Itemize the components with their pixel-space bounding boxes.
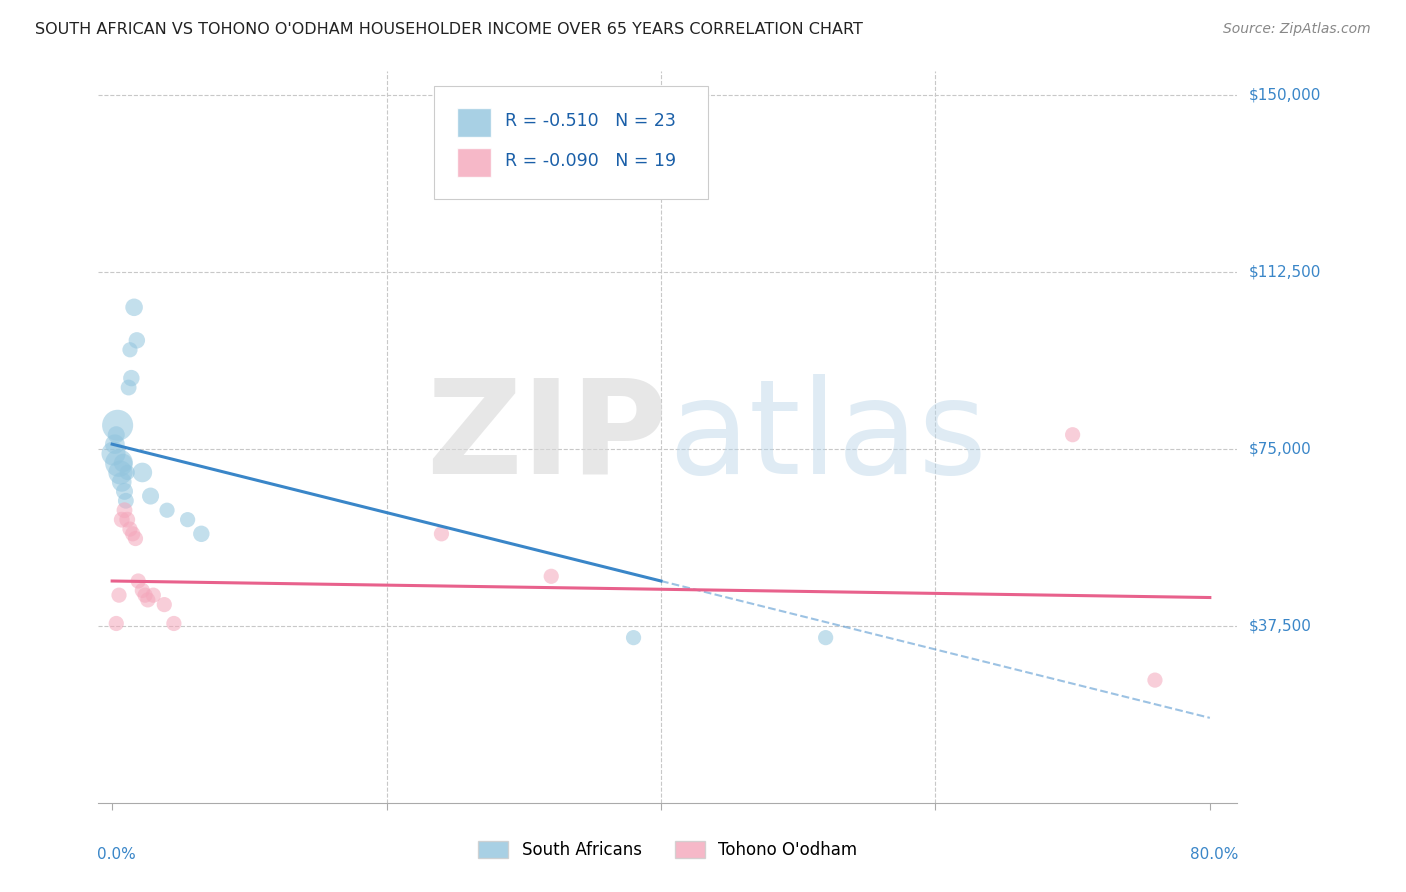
Legend: South Africans, Tohono O'odham: South Africans, Tohono O'odham [470,833,866,868]
Point [430,526,453,541]
Text: ZIP: ZIP [426,374,668,500]
Text: 80.0%: 80.0% [1189,847,1239,862]
Point [131,466,153,480]
Point [176,513,198,527]
Text: R = -0.090   N = 19: R = -0.090 N = 19 [505,153,676,170]
Text: atlas: atlas [668,374,987,500]
Text: 0.0%: 0.0% [97,847,136,862]
Point [623,631,645,645]
Point [114,503,136,517]
FancyBboxPatch shape [434,86,707,200]
Point [103,447,125,461]
Point [120,371,142,385]
Text: SOUTH AFRICAN VS TOHONO O'ODHAM HOUSEHOLDER INCOME OVER 65 YEARS CORRELATION CHA: SOUTH AFRICAN VS TOHONO O'ODHAM HOUSEHOL… [35,22,863,37]
Point [1062,427,1084,442]
Point [131,583,153,598]
Point [139,489,162,503]
Point [163,616,186,631]
Point [540,569,562,583]
Point [1143,673,1166,687]
Point [115,513,138,527]
Point [190,526,212,541]
Text: Source: ZipAtlas.com: Source: ZipAtlas.com [1223,22,1371,37]
Point [108,456,131,470]
Point [136,593,159,607]
Point [108,588,131,602]
Point [125,334,148,348]
Point [134,588,156,602]
Text: $112,500: $112,500 [1249,264,1320,279]
Point [118,343,141,357]
Point [121,526,143,541]
Point [122,301,145,315]
FancyBboxPatch shape [457,148,491,178]
Text: $150,000: $150,000 [1249,87,1320,103]
Point [124,532,146,546]
Point [111,475,134,489]
Point [112,456,135,470]
Text: R = -0.510   N = 23: R = -0.510 N = 23 [505,112,676,130]
Point [156,503,179,517]
Point [153,598,176,612]
Point [114,484,136,499]
FancyBboxPatch shape [457,108,491,137]
Point [115,466,138,480]
Point [115,493,138,508]
Point [118,522,141,536]
Point [814,631,837,645]
Point [111,513,134,527]
Point [104,437,127,451]
Point [117,380,139,394]
Point [127,574,149,588]
Point [107,418,129,433]
Text: $75,000: $75,000 [1249,442,1312,457]
Point [142,588,165,602]
Text: $37,500: $37,500 [1249,618,1312,633]
Point [110,466,132,480]
Point [105,616,128,631]
Point [105,427,128,442]
